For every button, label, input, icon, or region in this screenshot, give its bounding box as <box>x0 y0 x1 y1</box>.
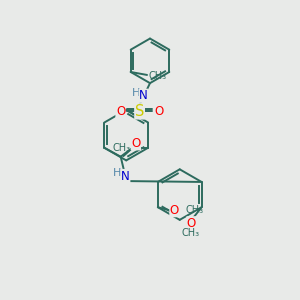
Text: CH₃: CH₃ <box>148 71 167 81</box>
Text: O: O <box>131 137 140 150</box>
Text: O: O <box>187 217 196 230</box>
Text: O: O <box>170 204 179 217</box>
Text: S: S <box>135 104 144 119</box>
Text: N: N <box>121 169 130 182</box>
Text: O: O <box>154 105 163 118</box>
Text: O: O <box>116 105 125 118</box>
Text: N: N <box>139 89 148 102</box>
Text: CH₃: CH₃ <box>112 143 130 153</box>
Text: H: H <box>132 88 140 98</box>
Text: CH₃: CH₃ <box>185 205 204 215</box>
Text: CH₃: CH₃ <box>182 228 200 238</box>
Text: H: H <box>113 168 121 178</box>
